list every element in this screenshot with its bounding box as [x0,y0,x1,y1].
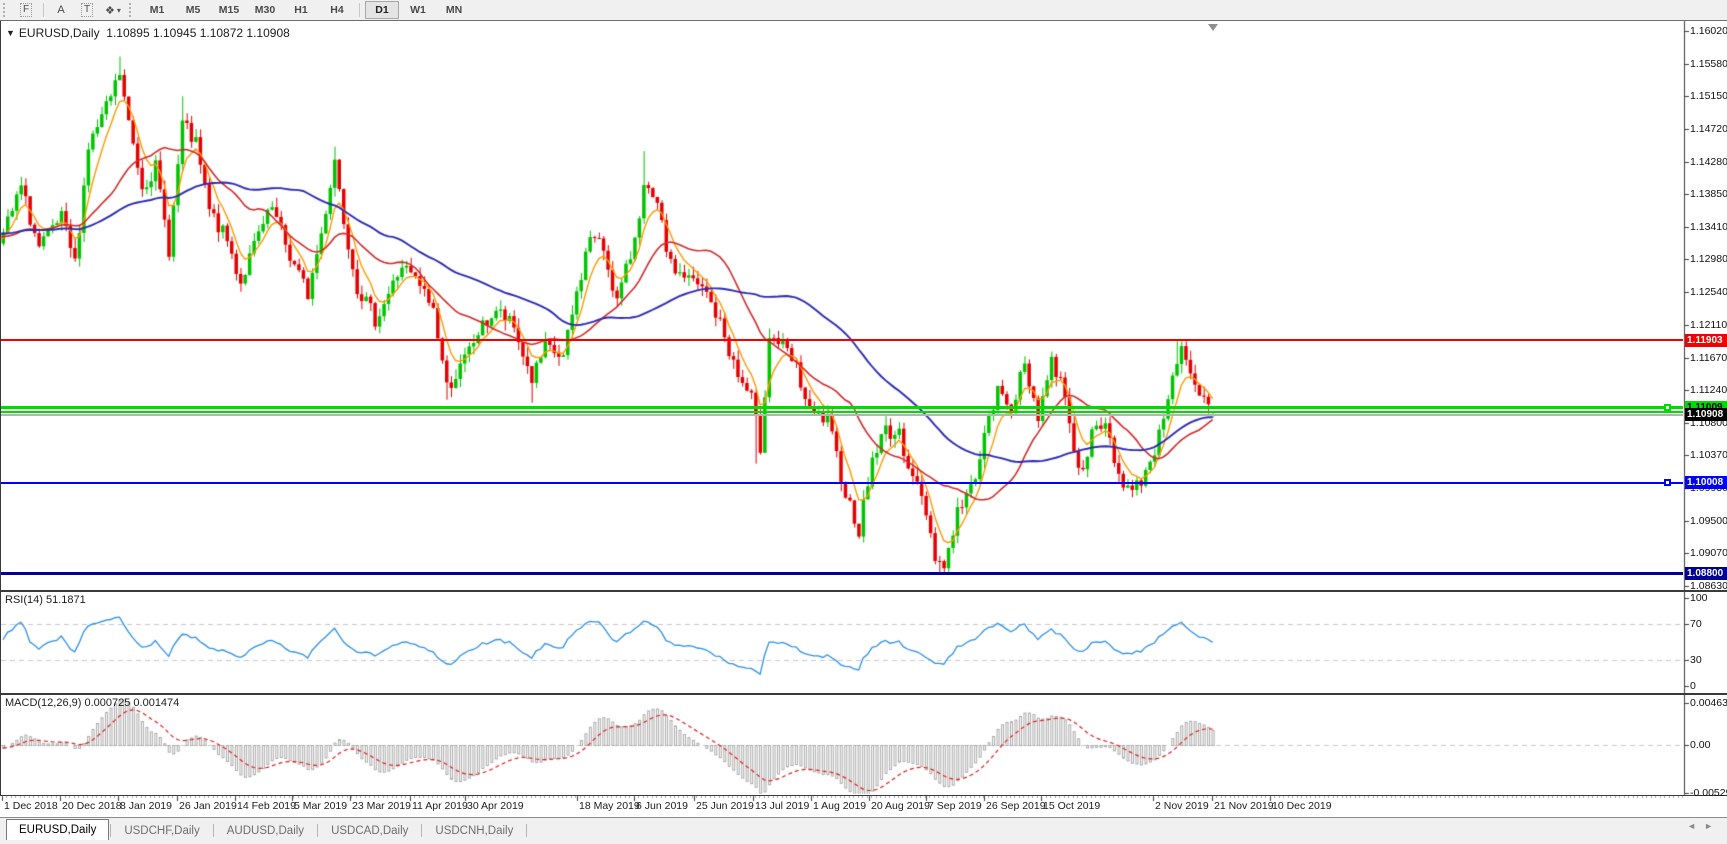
symbol-period-label: EURUSD,Daily [18,26,100,40]
current-price-line [1,413,1683,416]
time-axis-date: 26 Jan 2019 [179,800,237,812]
time-axis-date: 1 Aug 2019 [813,800,867,812]
chart-shift-marker-icon[interactable] [1207,24,1218,31]
price-axis-tick: 1.13410 [1690,221,1727,233]
price-axis-tick: 1.09070 [1690,546,1727,559]
time-axis-date: 30 Apr 2019 [467,800,524,812]
chart-tab-audusd[interactable]: AUDUSD,Daily [226,824,305,837]
tab-scroll-arrows[interactable]: ◄► [1687,821,1721,831]
time-axis-date: 15 Oct 2019 [1043,800,1101,812]
support-line-blue-handle[interactable] [1664,479,1671,486]
chart-bottom-border [0,795,1727,796]
macd-axis-tick: 0.00463 [1690,697,1727,709]
macd-indicator-label: MACD(12,26,9) 0.000725 0.001474 [5,697,180,709]
support-line-navy[interactable] [1,571,1683,575]
price-axis-tick: 1.13850 [1690,187,1727,200]
tab-scroll-right-icon[interactable]: ► [1704,821,1721,831]
time-axis-date: 10 Dec 2019 [1272,800,1332,812]
time-axis-date: 14 Feb 2019 [237,800,296,812]
ohlc-values: 1.10895 1.10945 1.10872 1.10908 [106,26,290,40]
chart-top-border [0,20,1727,21]
chart-tab-eurusd[interactable]: EURUSD,Daily [6,819,110,840]
price-axis-tick: 1.15580 [1690,58,1727,71]
price-axis-tick: 1.11240 [1690,383,1727,396]
price-axis-tick: 1.10370 [1690,449,1727,462]
time-axis-date: 11 Apr 2019 [412,800,468,812]
time-axis-date: 8 Jan 2019 [120,800,172,812]
time-axis-date: 18 May 2019 [579,800,640,812]
chart-tab-usdchf[interactable]: USDCHF,Daily [124,824,200,837]
time-axis-date: 20 Aug 2019 [871,800,930,812]
time-axis-date: 26 Sep 2019 [986,800,1046,812]
time-axis-date: 21 Nov 2019 [1214,800,1274,812]
time-axis-date: 23 Mar 2019 [352,800,411,812]
tab-separator [526,824,528,837]
price-axis-tick: 1.16020 [1690,25,1727,37]
support-line-green-2[interactable] [1,410,1683,413]
chart-ohlc-header: ▼ EURUSD,Daily 1.10895 1.10945 1.10872 1.… [6,26,290,40]
support-line-green[interactable] [1,405,1683,409]
time-axis-date: 1 Dec 2018 [4,800,58,812]
time-axis-date: 13 Jul 2019 [755,800,810,812]
time-axis-date: 5 Mar 2019 [294,800,348,812]
support-line-blue[interactable] [1,481,1683,484]
rsi-axis-tick: 0 [1690,680,1696,692]
time-axis-date: 7 Sep 2019 [928,800,982,812]
rsi-indicator-label: RSI(14) 51.1871 [5,594,86,606]
tab-separator [212,824,214,837]
price-axis-tick: 1.11670 [1690,351,1727,364]
time-axis-date: 2 Nov 2019 [1155,800,1209,812]
tab-separator [421,824,423,837]
time-axis-date: 6 Jun 2019 [636,800,688,812]
chart-tab-bar: EURUSD,Daily USDCHF,Daily AUDUSD,Daily USDC… [0,817,1727,840]
rsi-axis-tick: 100 [1690,592,1708,604]
support-line-blue-price-tag: 1.10008 [1685,476,1727,489]
price-axis-tick: 1.14720 [1690,122,1727,135]
price-axis-tick: 1.12980 [1690,253,1727,266]
rsi-axis-tick: 30 [1690,653,1702,666]
rsi-panel-splitter[interactable] [0,590,1727,592]
tab-separator [317,824,319,837]
price-axis-tick: 1.08630 [1690,580,1727,592]
chart-tab-usdcad[interactable]: USDCAD,Daily [331,824,409,837]
chart-tab-usdcnh[interactable]: USDCNH,Daily [435,824,514,837]
symbol-dropdown-icon[interactable]: ▼ [6,28,15,38]
tab-scroll-left-icon[interactable]: ◄ [1687,821,1705,831]
resistance-line-red[interactable] [1,339,1683,342]
macd-panel-splitter[interactable] [0,693,1727,695]
price-axis-tick: 1.12110 [1690,318,1727,331]
price-axis-tick: 1.12540 [1690,286,1727,299]
price-axis-tick: 1.14280 [1690,155,1727,168]
support-line-navy-price-tag: 1.08800 [1685,566,1727,580]
time-axis-date: 25 Jun 2019 [696,800,754,812]
price-axis-tick: 1.15150 [1690,90,1727,103]
price-axis-tick: 1.09500 [1690,514,1727,527]
macd-axis-tick: 0.00 [1690,739,1711,751]
time-axis-date: 20 Dec 2018 [62,800,122,812]
support-line-green-handle[interactable] [1664,403,1671,411]
chart-left-border [0,21,1,795]
rsi-axis-tick: 70 [1690,618,1702,631]
resistance-line-red-price-tag: 1.11903 [1685,333,1727,347]
macd-axis-tick: -0.005299 [1690,787,1727,800]
current-price-tag: 1.10908 [1685,408,1727,422]
tab-separator [110,824,112,837]
